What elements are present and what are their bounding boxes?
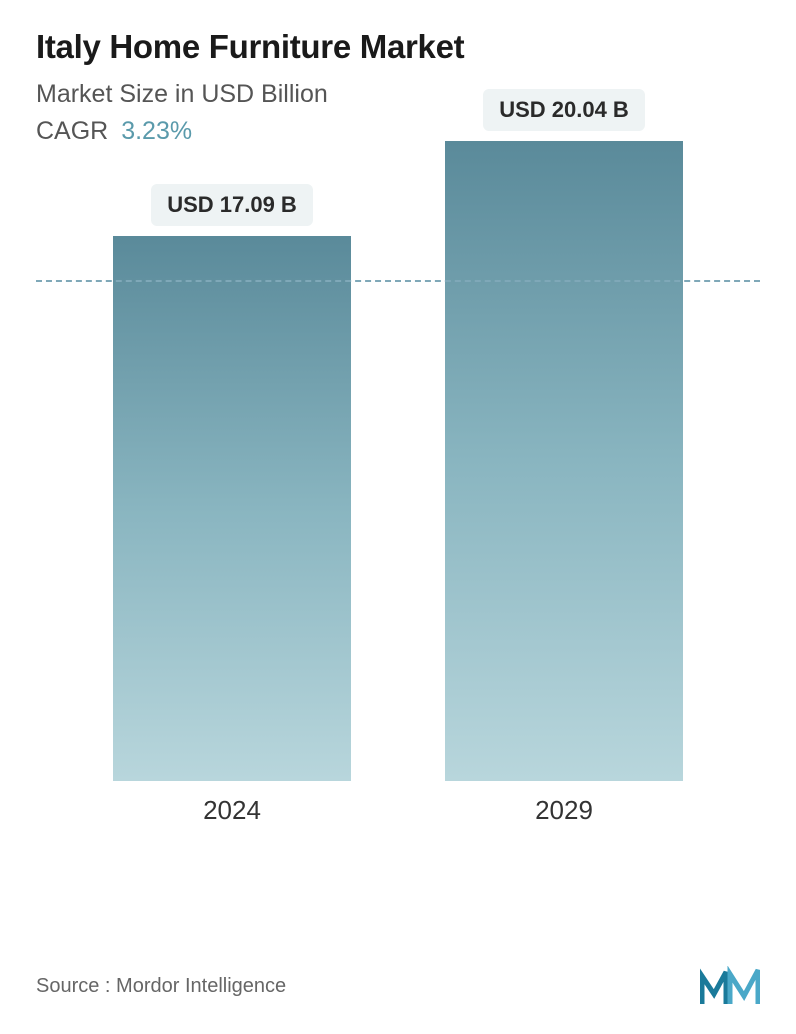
bar-group-2029: USD 20.04 B 2029 (445, 89, 683, 826)
bar (445, 141, 683, 781)
source-label: Source : (36, 975, 110, 997)
chart-area: USD 17.09 B2024USD 20.04 B2029 (36, 186, 760, 886)
bar (113, 236, 351, 781)
year-label: 2024 (203, 795, 261, 826)
cagr-label: CAGR (36, 117, 108, 145)
logo-icon (700, 966, 760, 1006)
bars-container: USD 17.09 B2024USD 20.04 B2029 (36, 186, 760, 826)
chart-footer: Source : Mordor Intelligence (36, 966, 760, 1006)
source-attribution: Source : Mordor Intelligence (36, 975, 286, 998)
mordor-logo (700, 966, 760, 1006)
chart-title: Italy Home Furniture Market (36, 28, 760, 66)
year-label: 2029 (535, 795, 593, 826)
reference-line (36, 280, 760, 282)
value-label: USD 17.09 B (151, 184, 313, 226)
cagr-value: 3.23% (121, 117, 192, 145)
value-label: USD 20.04 B (483, 89, 645, 131)
source-name: Mordor Intelligence (116, 975, 286, 997)
